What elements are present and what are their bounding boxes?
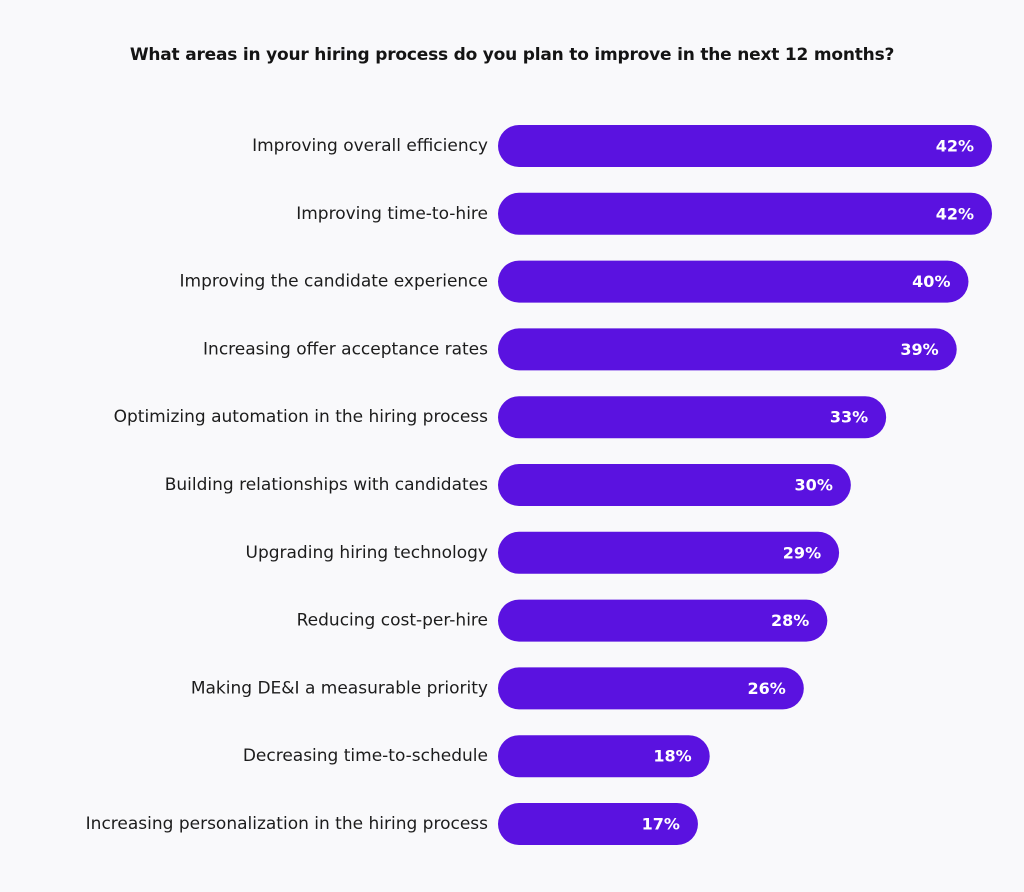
bar — [498, 125, 992, 167]
bar-row: Improving the candidate experience 40% — [180, 260, 969, 303]
bar — [498, 396, 887, 439]
bar-row: Building relationships with candidates 30… — [165, 464, 851, 506]
bar-row: Reducing cost-per-hire 28% — [297, 599, 828, 642]
bar — [498, 260, 969, 303]
bars-layer: Improving overall efficiency 42%Improving… — [86, 125, 992, 845]
value-label: 39% — [900, 340, 938, 359]
bar — [498, 599, 828, 642]
value-label: 40% — [912, 272, 950, 291]
category-label: Building relationships with candidates — [165, 475, 488, 495]
value-label: 33% — [830, 408, 868, 427]
value-label: 42% — [936, 204, 974, 223]
value-label: 42% — [936, 137, 974, 156]
category-label: Decreasing time-to-schedule — [243, 746, 488, 766]
category-label: Making DE&I a measurable priority — [191, 678, 488, 698]
chart-title: What areas in your hiring process do you… — [129, 45, 895, 65]
category-label: Reducing cost-per-hire — [297, 611, 488, 631]
bar — [498, 192, 992, 235]
bar — [498, 803, 698, 845]
bar-row: Decreasing time-to-schedule 18% — [243, 735, 710, 778]
bar-row: Improving overall efficiency 42% — [252, 125, 992, 167]
category-label: Improving the candidate experience — [180, 272, 488, 292]
bar — [498, 735, 710, 778]
category-label: Increasing offer acceptance rates — [203, 339, 488, 359]
bar-row: Increasing personalization in the hiring… — [86, 803, 698, 845]
category-label: Improving overall efficiency — [252, 136, 488, 156]
category-label: Upgrading hiring technology — [246, 543, 489, 563]
bar-row: Increasing offer acceptance rates 39% — [203, 328, 957, 371]
value-label: 17% — [642, 815, 680, 834]
bar-row: Optimizing automation in the hiring proc… — [114, 396, 887, 439]
bar-row: Making DE&I a measurable priority 26% — [191, 667, 804, 710]
bar — [498, 531, 840, 574]
value-label: 26% — [748, 679, 786, 698]
bar-row: Upgrading hiring technology 29% — [246, 531, 840, 574]
bar — [498, 464, 851, 506]
value-label: 28% — [771, 611, 809, 630]
category-label: Improving time-to-hire — [296, 204, 488, 224]
bar — [498, 667, 804, 710]
bar — [498, 328, 957, 371]
category-label: Increasing personalization in the hiring… — [86, 814, 488, 834]
bar-row: Improving time-to-hire 42% — [296, 192, 992, 235]
value-label: 29% — [783, 543, 821, 562]
value-label: 18% — [653, 747, 691, 766]
category-label: Optimizing automation in the hiring proc… — [114, 407, 489, 427]
value-label: 30% — [795, 476, 833, 495]
